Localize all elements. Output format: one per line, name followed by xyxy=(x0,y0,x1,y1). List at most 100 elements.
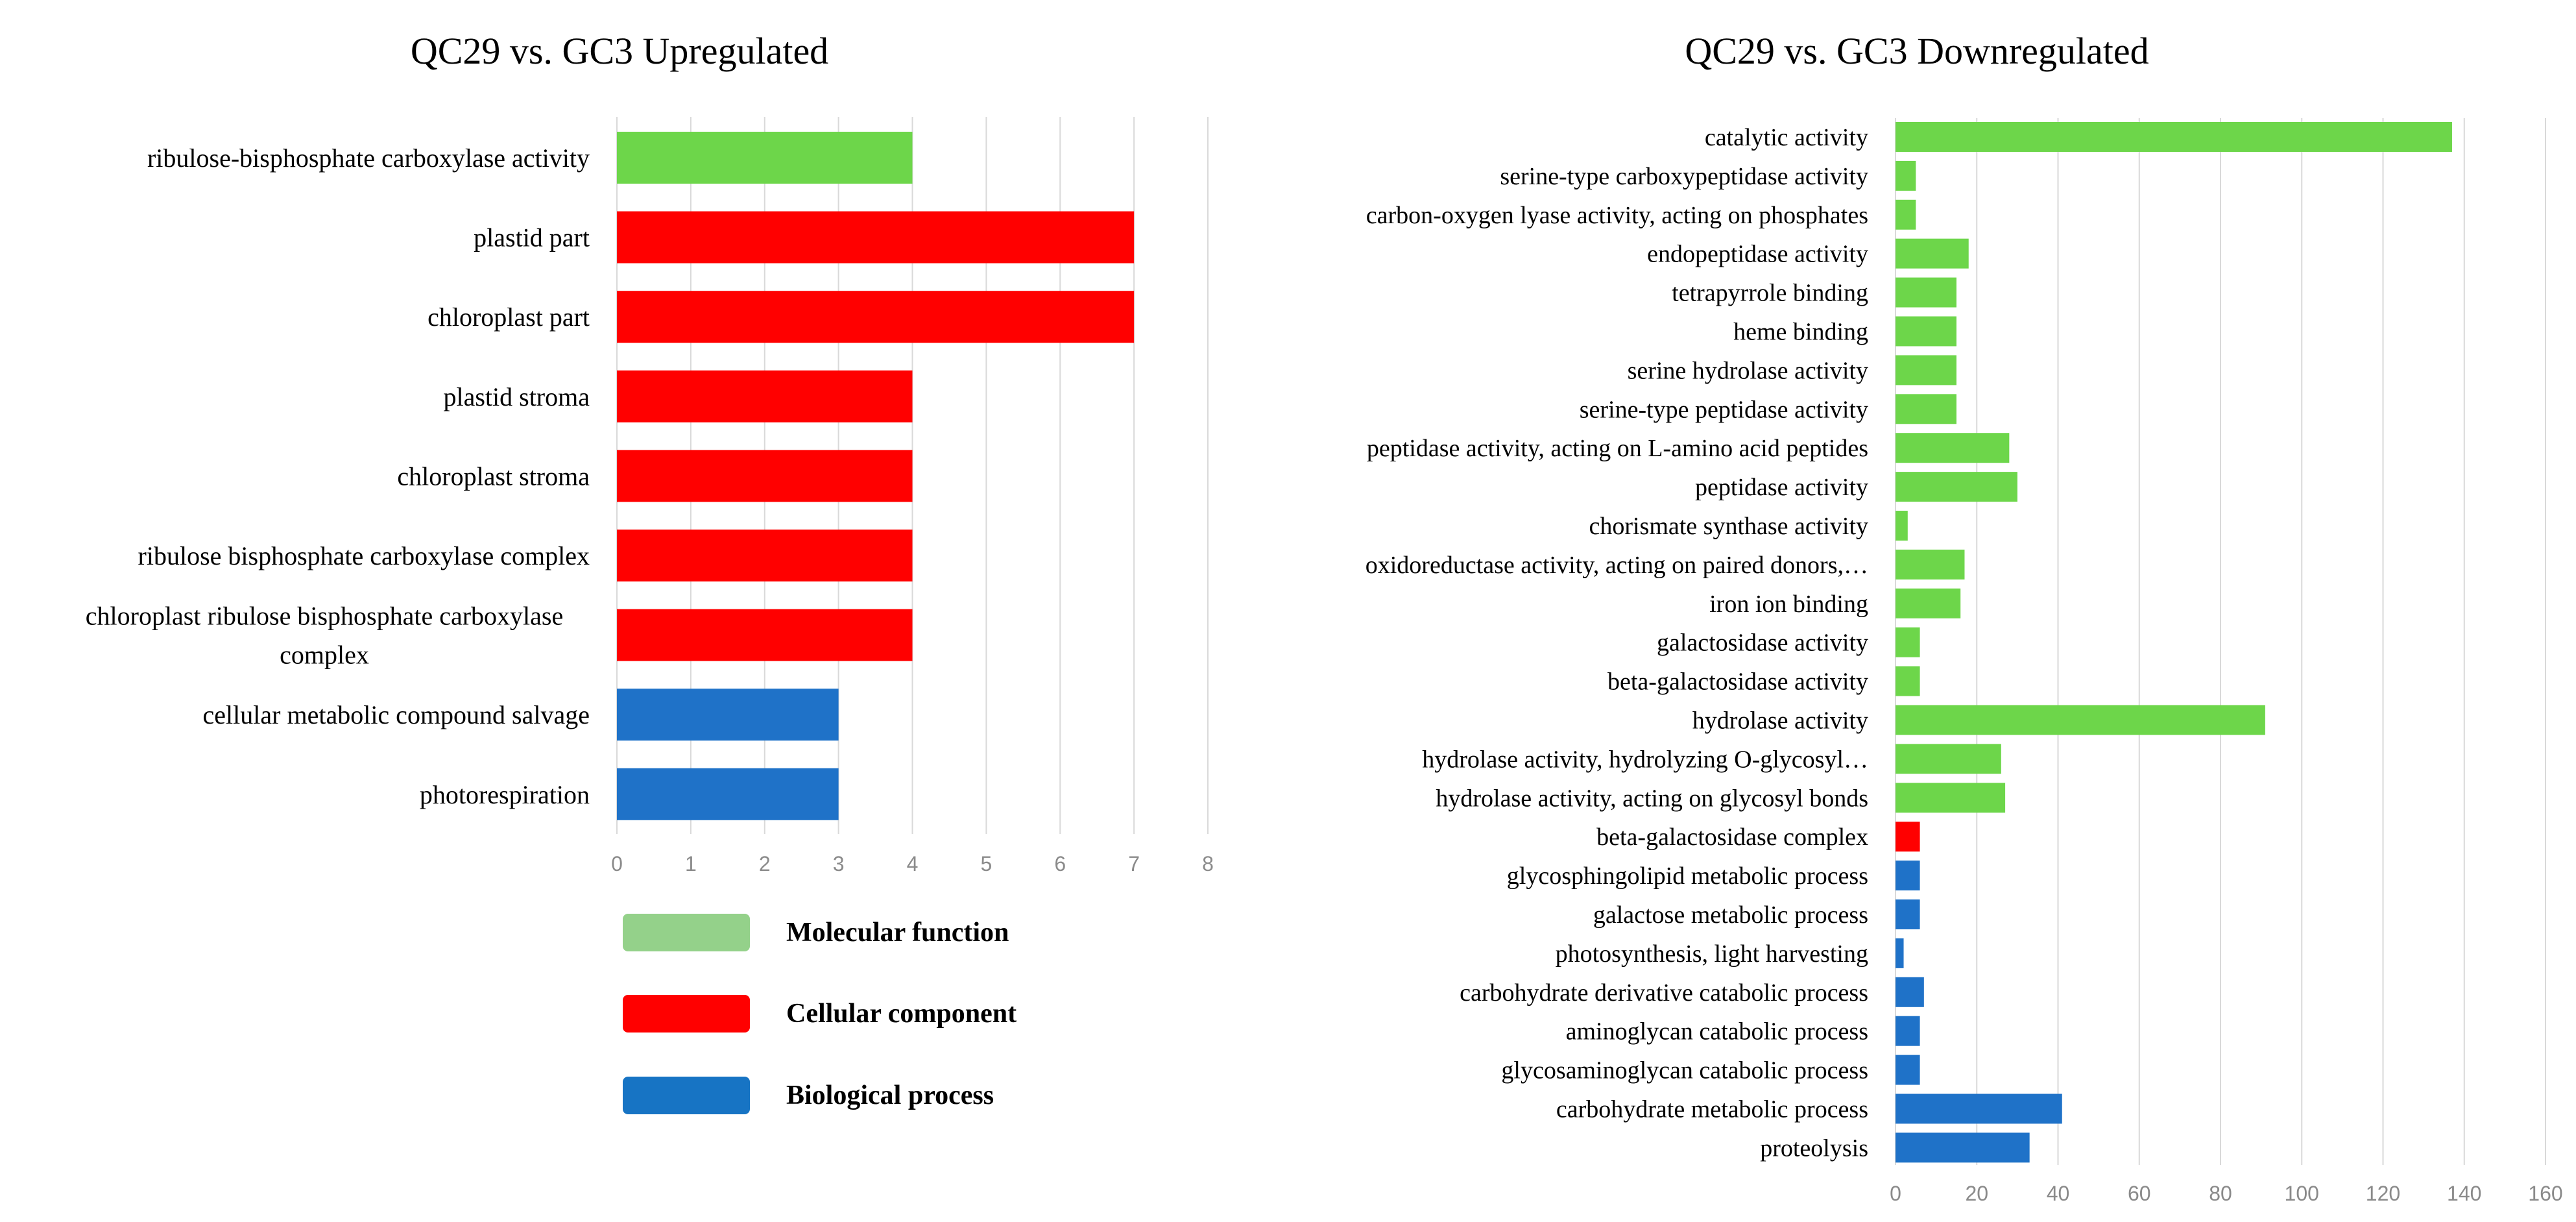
up-bar-ribulose-bisphosphate-carboxylase-complex xyxy=(617,530,913,581)
down-category-label: proteolysis xyxy=(1760,1134,1868,1162)
up-x-tick-label: 8 xyxy=(1202,852,1214,875)
up-x-tick-label: 6 xyxy=(1054,852,1066,875)
up-bar-chloroplast-stroma xyxy=(617,450,913,502)
up-bar-plastid-stroma xyxy=(617,370,913,422)
up-category-label: chloroplast ribulose bisphosphate carbox… xyxy=(86,602,563,670)
down-bar-peptidase-activity-acting-on-l-amino-acid-peptid xyxy=(1896,433,2010,463)
up-bar-ribulose-bisphosphate-carboxylase-activity xyxy=(617,132,913,184)
up-category-label: photorespiration xyxy=(420,780,590,809)
down-x-tick-label: 160 xyxy=(2528,1182,2562,1205)
down-category-label: beta-galactosidase activity xyxy=(1607,668,1868,696)
down-bar-serine-type-carboxypeptidase-activity xyxy=(1896,160,1916,191)
down-bar-heme-binding xyxy=(1896,316,1956,347)
up-bar-photorespiration xyxy=(617,768,839,820)
down-category-label: tetrapyrrole binding xyxy=(1672,280,1868,307)
legend-item-cellular-component: Cellular component xyxy=(623,995,1017,1033)
legend-label-cellular-component: Cellular component xyxy=(786,999,1017,1029)
up-bar-cellular-metabolic-compound-salvage xyxy=(617,689,839,741)
down-category-label: galactosidase activity xyxy=(1657,629,1868,657)
down-category-label: carbon-oxygen lyase activity, acting on … xyxy=(1366,202,1868,229)
legend-swatch-molecular-function xyxy=(623,914,750,951)
down-category-label: peptidase activity, acting on L-amino ac… xyxy=(1367,435,1868,462)
down-category-label: carbohydrate metabolic process xyxy=(1556,1096,1868,1123)
down-category-label: peptidase activity xyxy=(1695,474,1868,501)
up-bar-chloroplast-part xyxy=(617,291,1135,343)
down-bar-proteolysis xyxy=(1896,1132,2030,1163)
downregulated-chart-title: QC29 vs. GC3 Downregulated xyxy=(1685,30,2149,72)
down-bar-iron-ion-binding xyxy=(1896,588,1961,618)
legend-label-molecular-function: Molecular function xyxy=(786,918,1009,947)
down-bar-glycosphingolipid-metabolic-process xyxy=(1896,861,1920,891)
down-category-label: hydrolase activity xyxy=(1692,707,1868,735)
down-category-label: heme binding xyxy=(1733,319,1868,346)
upregulated-chart-title: QC29 vs. GC3 Upregulated xyxy=(411,30,828,72)
down-x-tick-label: 20 xyxy=(1965,1182,1988,1205)
down-category-label: hydrolase activity, hydrolyzing O-glycos… xyxy=(1422,746,1868,773)
down-bar-beta-galactosidase-activity xyxy=(1896,666,1920,696)
down-bar-serine-type-peptidase-activity xyxy=(1896,394,1956,424)
down-category-label: chorismate synthase activity xyxy=(1589,513,1868,540)
down-category-label: glycosphingolipid metabolic process xyxy=(1507,862,1868,890)
up-x-tick-label: 0 xyxy=(611,852,623,875)
down-category-label: carbohydrate derivative catabolic proces… xyxy=(1460,979,1868,1007)
down-x-tick-label: 100 xyxy=(2285,1182,2319,1205)
down-bar-glycosaminoglycan-catabolic-process xyxy=(1896,1055,1920,1085)
down-category-label: galactose metabolic process xyxy=(1593,901,1868,929)
down-x-tick-label: 0 xyxy=(1890,1182,1901,1205)
up-category-label: ribulose bisphosphate carboxylase comple… xyxy=(138,541,590,570)
down-category-label: serine-type peptidase activity xyxy=(1580,396,1868,423)
down-bar-beta-galactosidase-complex xyxy=(1896,822,1920,852)
down-x-tick-label: 80 xyxy=(2209,1182,2232,1205)
down-bar-photosynthesis-light-harvesting xyxy=(1896,938,1904,968)
down-bar-serine-hydrolase-activity xyxy=(1896,355,1956,385)
down-category-label: aminoglycan catabolic process xyxy=(1566,1018,1868,1045)
up-category-label: cellular metabolic compound salvage xyxy=(203,700,590,729)
down-x-tick-label: 120 xyxy=(2366,1182,2400,1205)
up-category-label: ribulose-bisphosphate carboxylase activi… xyxy=(147,143,590,173)
legend: Molecular function Cellular component Bi… xyxy=(623,914,1017,1114)
down-bar-endopeptidase-activity xyxy=(1896,238,1969,269)
down-category-label: serine-type carboxypeptidase activity xyxy=(1500,163,1868,190)
legend-swatch-biological-process xyxy=(623,1077,750,1114)
down-bar-chorismate-synthase-activity xyxy=(1896,511,1908,541)
down-bar-galactose-metabolic-process xyxy=(1896,899,1920,929)
up-bar-plastid-part xyxy=(617,211,1135,263)
down-category-label: glycosaminoglycan catabolic process xyxy=(1501,1057,1868,1084)
down-category-label: endopeptidase activity xyxy=(1647,241,1868,268)
up-x-tick-label: 1 xyxy=(685,852,697,875)
legend-swatch-cellular-component xyxy=(623,995,750,1033)
up-category-label: plastid part xyxy=(474,223,590,252)
down-category-label: beta-galactosidase complex xyxy=(1596,824,1868,851)
down-category-label: photosynthesis, light harvesting xyxy=(1556,940,1868,968)
down-bar-carbohydrate-metabolic-process xyxy=(1896,1094,2062,1124)
down-bar-carbohydrate-derivative-catabolic-process xyxy=(1896,977,1924,1007)
down-x-tick-label: 60 xyxy=(2128,1182,2151,1205)
upregulated-chart: QC29 vs. GC3 Upregulated ribulose-bispho… xyxy=(86,30,1214,875)
down-bar-carbon-oxygen-lyase-activity-acting-on-phosphate xyxy=(1896,199,1916,230)
legend-label-biological-process: Biological process xyxy=(786,1081,994,1110)
down-bar-catalytic-activity xyxy=(1896,122,2452,152)
up-x-tick-label: 5 xyxy=(980,852,992,875)
down-bar-galactosidase-activity xyxy=(1896,627,1920,657)
up-x-tick-label: 7 xyxy=(1128,852,1140,875)
up-x-tick-label: 3 xyxy=(833,852,845,875)
legend-item-biological-process: Biological process xyxy=(623,1077,994,1114)
down-bar-oxidoreductase-activity-acting-on-paired-donors xyxy=(1896,549,1965,580)
legend-item-molecular-function: Molecular function xyxy=(623,914,1009,951)
down-bar-peptidase-activity xyxy=(1896,472,2017,502)
down-category-label: catalytic activity xyxy=(1705,124,1868,151)
up-category-label: plastid stroma xyxy=(443,382,590,411)
down-bar-aminoglycan-catabolic-process xyxy=(1896,1016,1920,1046)
up-category-label: chloroplast stroma xyxy=(397,461,590,491)
up-bar-chloroplast-ribulose-bisphosphate-carboxylase-co xyxy=(617,609,913,661)
down-category-label: serine hydrolase activity xyxy=(1628,357,1868,384)
up-x-tick-label: 2 xyxy=(759,852,771,875)
down-category-label: hydrolase activity, acting on glycosyl b… xyxy=(1436,785,1868,812)
down-x-tick-label: 40 xyxy=(2047,1182,2070,1205)
down-x-tick-label: 140 xyxy=(2447,1182,2481,1205)
down-bar-hydrolase-activity-hydrolyzing-o-glycosyl xyxy=(1896,744,2001,774)
down-category-label: oxidoreductase activity, acting on paire… xyxy=(1366,552,1868,579)
up-x-tick-label: 4 xyxy=(907,852,919,875)
downregulated-chart: QC29 vs. GC3 Downregulated catalytic act… xyxy=(1366,30,2563,1205)
